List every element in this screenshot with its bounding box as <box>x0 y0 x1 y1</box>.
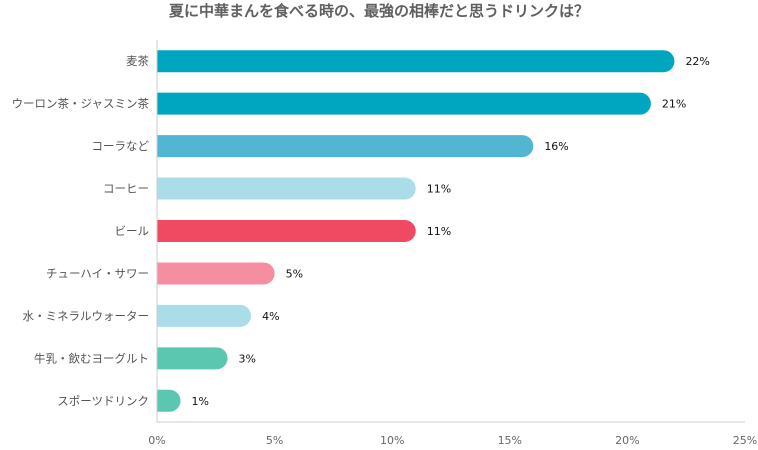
category-label: 麦茶 <box>126 54 149 68</box>
bar <box>157 304 252 327</box>
category-label: 牛乳・飲むヨーグルト <box>34 351 149 365</box>
category-labels: 麦茶ウーロン茶・ジャスミン茶コーラなどコーヒービールチューハイ・サワー水・ミネラ… <box>12 54 150 408</box>
value-label: 1% <box>192 395 209 408</box>
category-label: 水・ミネラルウォーター <box>23 309 150 323</box>
category-label: ウーロン茶・ジャスミン茶 <box>12 97 150 111</box>
bar <box>157 92 651 115</box>
x-tick-label: 0% <box>148 434 165 447</box>
value-label: 21% <box>662 98 686 111</box>
value-label: 11% <box>427 225 451 238</box>
chart-title: 夏に中華まんを食べる時の、最強の相棒だと思うドリンクは？ <box>168 2 589 20</box>
bar <box>157 389 181 412</box>
bar <box>157 177 416 200</box>
value-label: 4% <box>262 310 279 323</box>
value-labels: 22% 21% 16% 11% 11% 5% 4% 3% 1% <box>192 55 710 408</box>
category-label: チューハイ・サワー <box>46 266 149 280</box>
bar <box>157 50 675 73</box>
value-label: 16% <box>544 140 568 153</box>
x-tick-label: 10% <box>380 434 404 447</box>
bar <box>157 262 275 285</box>
value-label: 5% <box>286 267 303 280</box>
category-label: ビール <box>115 224 150 238</box>
x-axis-ticks: 0% 5% 10% 15% 20% 25% <box>148 434 757 447</box>
bar <box>157 347 228 370</box>
x-tick-label: 25% <box>733 434 757 447</box>
category-label: コーヒー <box>103 182 149 196</box>
bar <box>157 220 416 242</box>
value-label: 22% <box>685 55 709 68</box>
value-label: 3% <box>239 352 256 365</box>
x-tick-label: 15% <box>498 434 522 447</box>
category-label: スポーツドリンク <box>57 394 149 408</box>
value-label: 11% <box>427 183 451 196</box>
x-tick-label: 20% <box>615 434 639 447</box>
x-tick-label: 5% <box>266 434 283 447</box>
bar-group <box>157 50 675 412</box>
bar <box>157 135 534 158</box>
category-label: コーラなど <box>92 139 150 153</box>
